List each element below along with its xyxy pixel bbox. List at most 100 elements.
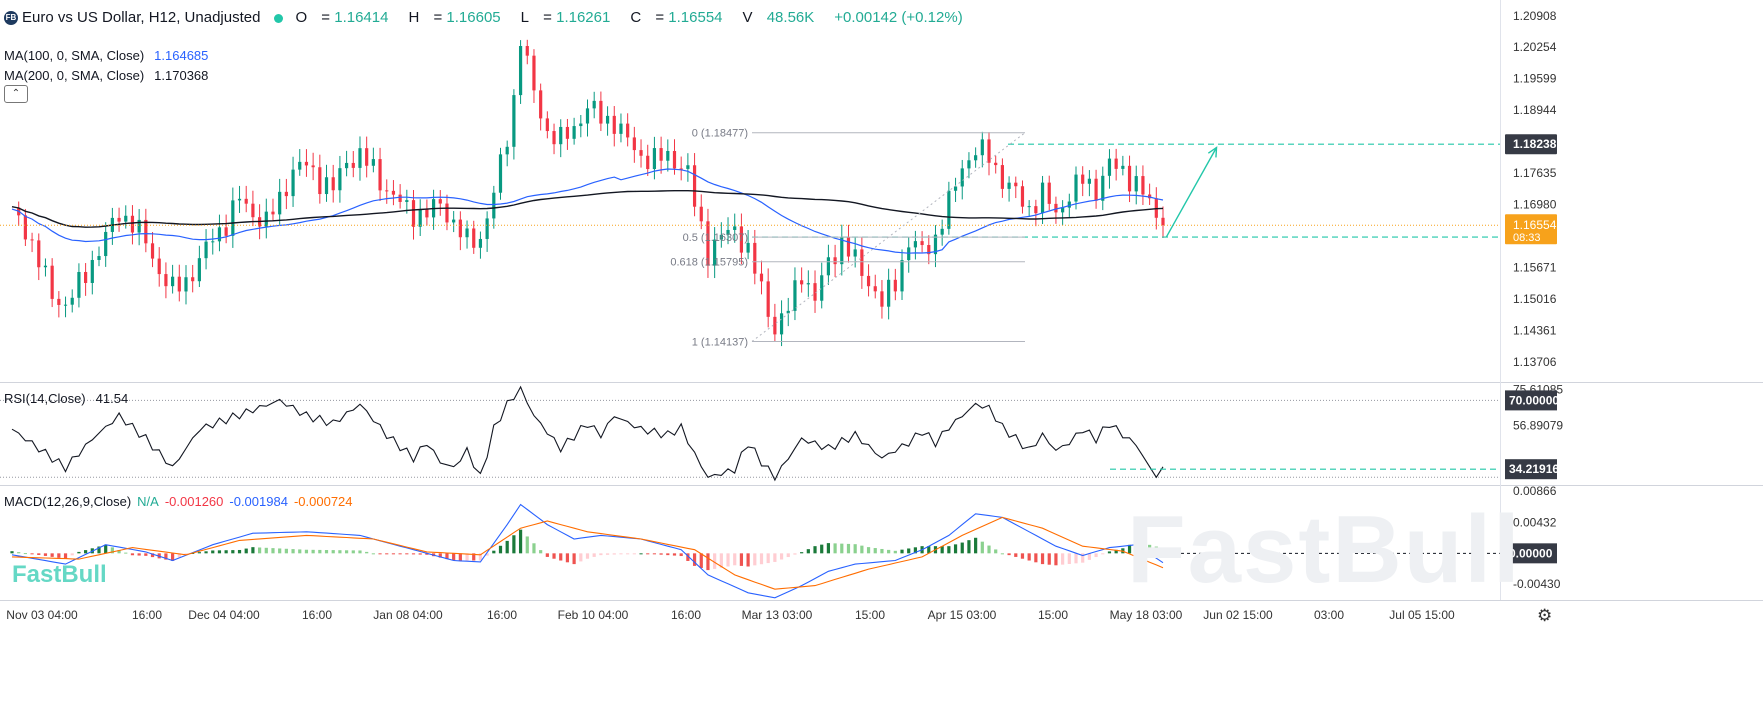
time-tick-label: Feb 10 04:00 bbox=[558, 608, 629, 622]
macd-histogram-bar bbox=[880, 548, 884, 554]
candle-body bbox=[1107, 158, 1112, 176]
macd-histogram-bar bbox=[753, 553, 757, 566]
time-tick-label: Jan 08 04:00 bbox=[373, 608, 443, 622]
macd-histogram-bar bbox=[1020, 553, 1025, 559]
macd-histogram-bar bbox=[1101, 553, 1105, 555]
macd-histogram-bar bbox=[405, 553, 409, 555]
rsi-legend[interactable]: RSI(14,Close) 41.54 bbox=[4, 391, 138, 407]
ma100-legend[interactable]: MA(100, 0, SMA, Close) 1.164685 bbox=[4, 48, 218, 64]
candle-body bbox=[117, 217, 121, 222]
macd-histogram-bar bbox=[465, 553, 469, 561]
macd-histogram-bar bbox=[866, 547, 871, 554]
macd-legend[interactable]: MACD(12,26,9,Close) N/A -0.001260 -0.001984… bbox=[4, 494, 363, 510]
current-price-tag bbox=[1505, 214, 1557, 245]
macd-histogram-bar bbox=[585, 553, 590, 559]
candle-body bbox=[806, 283, 810, 285]
macd-histogram-bar bbox=[833, 543, 837, 554]
macd-histogram-bar bbox=[1047, 553, 1051, 565]
macd-histogram-bar bbox=[806, 549, 810, 554]
macd-histogram-bar bbox=[632, 553, 636, 555]
macd-histogram-bar bbox=[231, 550, 235, 554]
macd-histogram-bar bbox=[887, 549, 891, 554]
candle-body bbox=[1007, 182, 1011, 189]
candle-body bbox=[157, 258, 161, 275]
ma200-legend[interactable]: MA(200, 0, SMA, Close) 1.170368 bbox=[4, 68, 218, 84]
candle-body bbox=[425, 209, 429, 218]
candle-body bbox=[211, 241, 215, 243]
ohlc-close: C = 1.16554 bbox=[630, 9, 723, 26]
candle-body bbox=[686, 165, 690, 169]
macd-histogram-bar bbox=[478, 553, 483, 561]
macd-histogram-bar bbox=[324, 550, 329, 554]
macd-histogram-bar bbox=[291, 549, 295, 554]
macd-histogram-bar bbox=[271, 548, 275, 554]
candle-body bbox=[759, 273, 764, 282]
macd-histogram-bar bbox=[953, 544, 958, 554]
macd-histogram-bar bbox=[1007, 553, 1011, 556]
macd-histogram-bar bbox=[211, 550, 215, 554]
macd-histogram-bar bbox=[692, 553, 697, 566]
macd-histogram-bar bbox=[873, 548, 877, 554]
macd-histogram-bar bbox=[900, 549, 904, 554]
candle-body bbox=[1020, 186, 1025, 207]
candle-body bbox=[713, 239, 717, 266]
macd-histogram-bar bbox=[813, 546, 817, 554]
macd-histogram-bar bbox=[1074, 553, 1078, 564]
macd-zero-tag bbox=[1505, 543, 1557, 564]
macd-histogram-bar bbox=[947, 546, 951, 554]
price-tick-label: 1.20254 bbox=[1513, 40, 1557, 54]
macd-histogram-bar bbox=[150, 553, 155, 558]
macd-histogram-bar bbox=[50, 553, 54, 557]
candle-body bbox=[913, 241, 918, 248]
ohlc-low: L = 1.16261 bbox=[520, 9, 611, 26]
time-tick-label: Apr 15 03:00 bbox=[928, 608, 997, 622]
candle-body bbox=[144, 219, 148, 244]
macd-histogram-bar bbox=[217, 550, 222, 554]
candle-body bbox=[692, 165, 697, 207]
collapse-legend-button[interactable]: ⌃ bbox=[4, 85, 28, 103]
gear-icon[interactable]: ⚙ bbox=[1537, 606, 1553, 625]
candle-body bbox=[632, 137, 636, 151]
macd-histogram-bar bbox=[104, 544, 108, 554]
macd-histogram-bar bbox=[338, 550, 342, 554]
macd-histogram-bar bbox=[746, 553, 750, 567]
candle-body bbox=[980, 139, 984, 156]
time-tick-label: Jun 02 15:00 bbox=[1203, 608, 1273, 622]
macd-histogram-bar bbox=[298, 549, 302, 554]
macd-histogram-bar bbox=[1061, 553, 1065, 565]
macd-histogram-bar bbox=[344, 550, 349, 554]
candle-body bbox=[887, 279, 891, 307]
symbol-badge[interactable]: FB bbox=[4, 11, 18, 26]
candle-body bbox=[90, 259, 94, 283]
candle-body bbox=[525, 46, 529, 56]
macd-histogram-bar bbox=[505, 540, 509, 554]
symbol-title[interactable]: Euro vs US Dollar, H12, Unadjusted bbox=[22, 9, 261, 26]
macd-histogram-bar bbox=[452, 553, 456, 561]
candle-body bbox=[458, 219, 462, 238]
macd-histogram-bar bbox=[679, 553, 683, 557]
rsi-marker-tag bbox=[1505, 390, 1557, 411]
candle-body bbox=[860, 249, 864, 276]
candle-body bbox=[70, 297, 74, 305]
macd-histogram-bar bbox=[398, 553, 402, 555]
candle-body bbox=[311, 165, 315, 168]
candle-body bbox=[224, 227, 228, 236]
ma100-value: 1.164685 bbox=[154, 48, 209, 63]
time-tick-label: 16:00 bbox=[671, 608, 701, 622]
candle-body bbox=[411, 200, 416, 227]
candle-body bbox=[706, 221, 710, 266]
macd-histogram-bar bbox=[110, 547, 114, 554]
candle-body bbox=[63, 304, 68, 306]
macd-histogram-bar bbox=[117, 549, 121, 554]
candle-body bbox=[1067, 201, 1071, 208]
price-marker-tag bbox=[1505, 134, 1557, 155]
candle-body bbox=[585, 108, 590, 124]
projection-arrow-head bbox=[1207, 146, 1218, 158]
candle-body bbox=[284, 191, 288, 197]
candle-body bbox=[505, 146, 509, 155]
candle-body bbox=[953, 186, 958, 191]
macd-histogram-bar bbox=[57, 553, 61, 558]
time-tick-label: 15:00 bbox=[855, 608, 885, 622]
macd-histogram-bar bbox=[592, 553, 596, 557]
